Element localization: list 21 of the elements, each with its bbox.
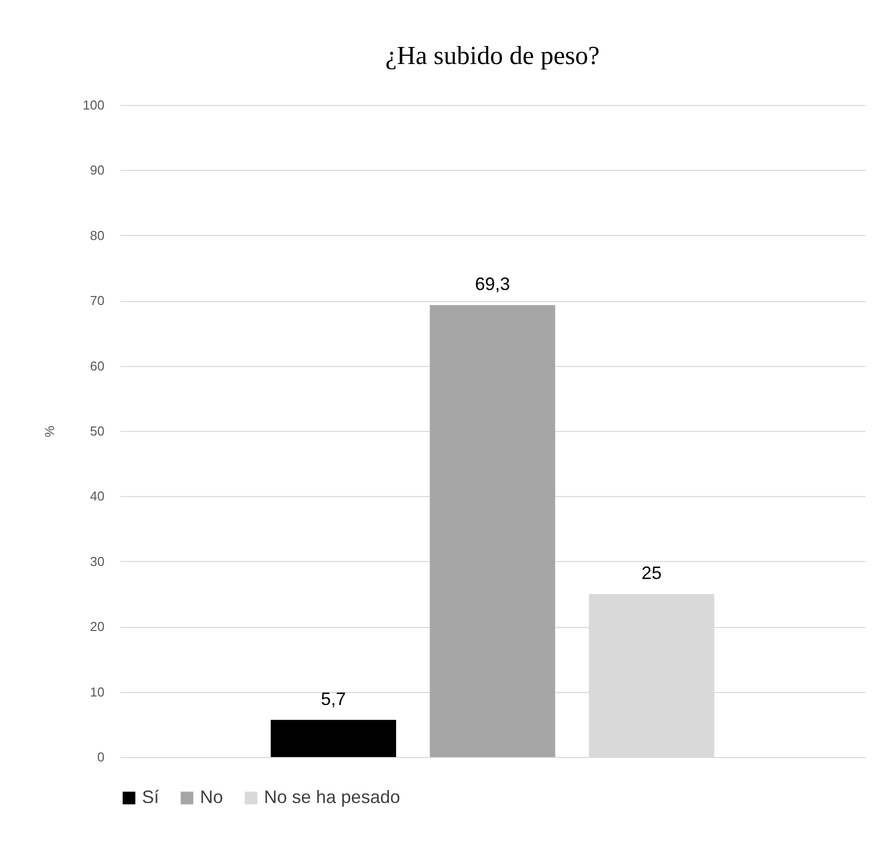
y-tick-label: 30	[90, 554, 104, 569]
legend-label: No se ha pesado	[264, 787, 400, 807]
y-tick-label: 100	[82, 98, 104, 112]
y-tick-label: 90	[90, 162, 104, 178]
bar	[430, 305, 556, 757]
bar	[270, 720, 396, 757]
y-tick-label: 20	[90, 619, 104, 634]
data-label: 69,3	[474, 274, 510, 294]
y-tick-label: 10	[90, 684, 104, 700]
data-label: 5,7	[320, 688, 346, 709]
y-tick-label: 60	[90, 358, 104, 374]
legend-label: No	[200, 787, 224, 807]
y-axis-title: %	[42, 425, 57, 438]
y-tick-label: 50	[90, 424, 104, 438]
data-label: 25	[642, 563, 662, 583]
legend-label: Sí	[142, 787, 160, 807]
y-tick-label: 40	[90, 488, 104, 504]
y-tick-label: 0	[97, 750, 104, 764]
chart-title: ¿Ha subido de peso?	[385, 41, 600, 70]
y-tick-label: 70	[90, 293, 104, 308]
y-tick-label: 80	[90, 228, 104, 243]
